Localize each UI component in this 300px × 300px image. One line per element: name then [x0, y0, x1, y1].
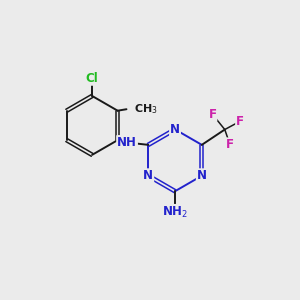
Text: NH$_2$: NH$_2$: [162, 205, 188, 220]
Text: F: F: [236, 115, 244, 128]
Text: F: F: [226, 138, 234, 151]
Text: Cl: Cl: [86, 72, 98, 85]
Text: N: N: [143, 169, 153, 182]
Text: NH: NH: [117, 136, 137, 149]
Text: N: N: [170, 123, 180, 136]
Text: CH$_3$: CH$_3$: [134, 102, 158, 116]
Text: F: F: [208, 108, 216, 121]
Text: N: N: [197, 169, 207, 182]
